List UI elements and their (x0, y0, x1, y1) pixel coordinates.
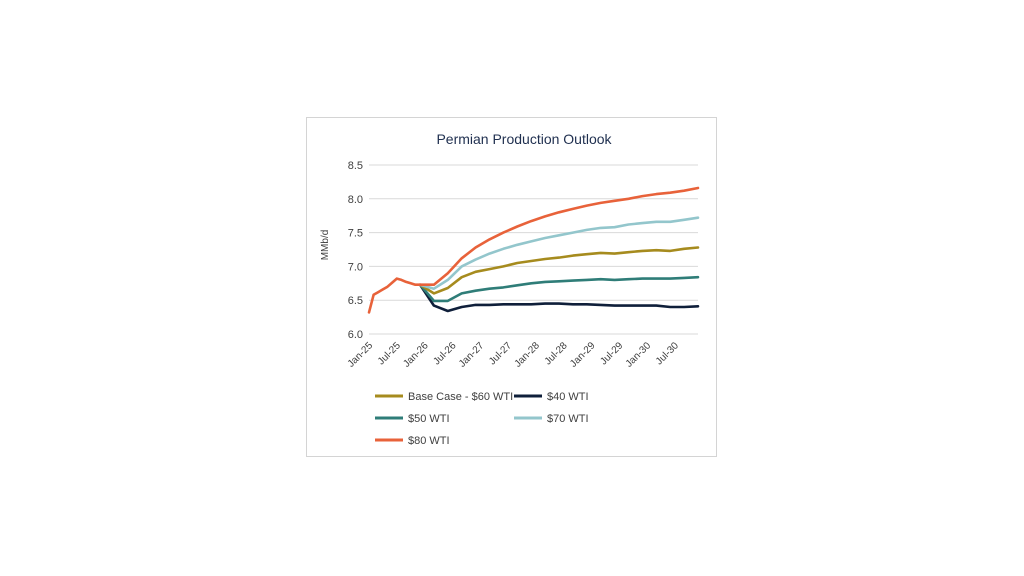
x-tick-label: Jul-30 (654, 340, 681, 367)
y-tick-label: 8.5 (348, 160, 363, 172)
series-line (418, 283, 700, 313)
series-line (418, 275, 700, 303)
x-tick-label: Jan-29 (568, 340, 598, 370)
chart-card: Permian Production Outlook MMb/d 6.0 6.5 7… (306, 117, 717, 457)
historical-line (367, 277, 422, 314)
chart-title: Permian Production Outlook (436, 131, 612, 147)
series-line (418, 246, 700, 295)
y-axis-ticks: 6.0 6.5 7.0 7.5 8.0 8.5 (348, 160, 363, 341)
x-tick-label: Jul-27 (487, 340, 514, 367)
x-tick-label: Jan-25 (346, 340, 376, 370)
y-tick-label: 7.0 (348, 261, 363, 273)
legend-label: $50 WTI (408, 413, 450, 425)
legend-label: $70 WTI (547, 413, 589, 425)
y-tick-label: 8.0 (348, 194, 363, 206)
x-tick-label: Jul-26 (431, 340, 458, 367)
legend: Base Case - $60 WTI $40 WTI $50 WTI $70 WTI… (375, 391, 589, 447)
line-chart: Permian Production Outlook MMb/d 6.0 6.5 7… (320, 131, 700, 447)
x-tick-label: Jan-28 (513, 340, 543, 370)
x-tick-label: Jan-30 (624, 340, 654, 370)
legend-label: Base Case - $60 WTI (408, 391, 513, 403)
gridlines (369, 164, 698, 335)
series-line (418, 216, 700, 290)
x-tick-label: Jul-25 (376, 340, 403, 367)
series-lines (367, 186, 700, 314)
legend-label: $80 WTI (408, 435, 450, 447)
y-tick-label: 6.0 (348, 329, 363, 341)
series-line (418, 186, 700, 286)
x-tick-label: Jan-27 (457, 340, 487, 370)
x-tick-label: Jul-28 (543, 340, 570, 367)
legend-label: $40 WTI (547, 391, 589, 403)
y-tick-label: 7.5 (348, 228, 363, 240)
y-tick-label: 6.5 (348, 295, 363, 307)
y-axis-label: MMb/d (320, 230, 331, 261)
x-tick-label: Jan-26 (401, 340, 431, 370)
x-tick-label: Jul-29 (598, 340, 625, 367)
